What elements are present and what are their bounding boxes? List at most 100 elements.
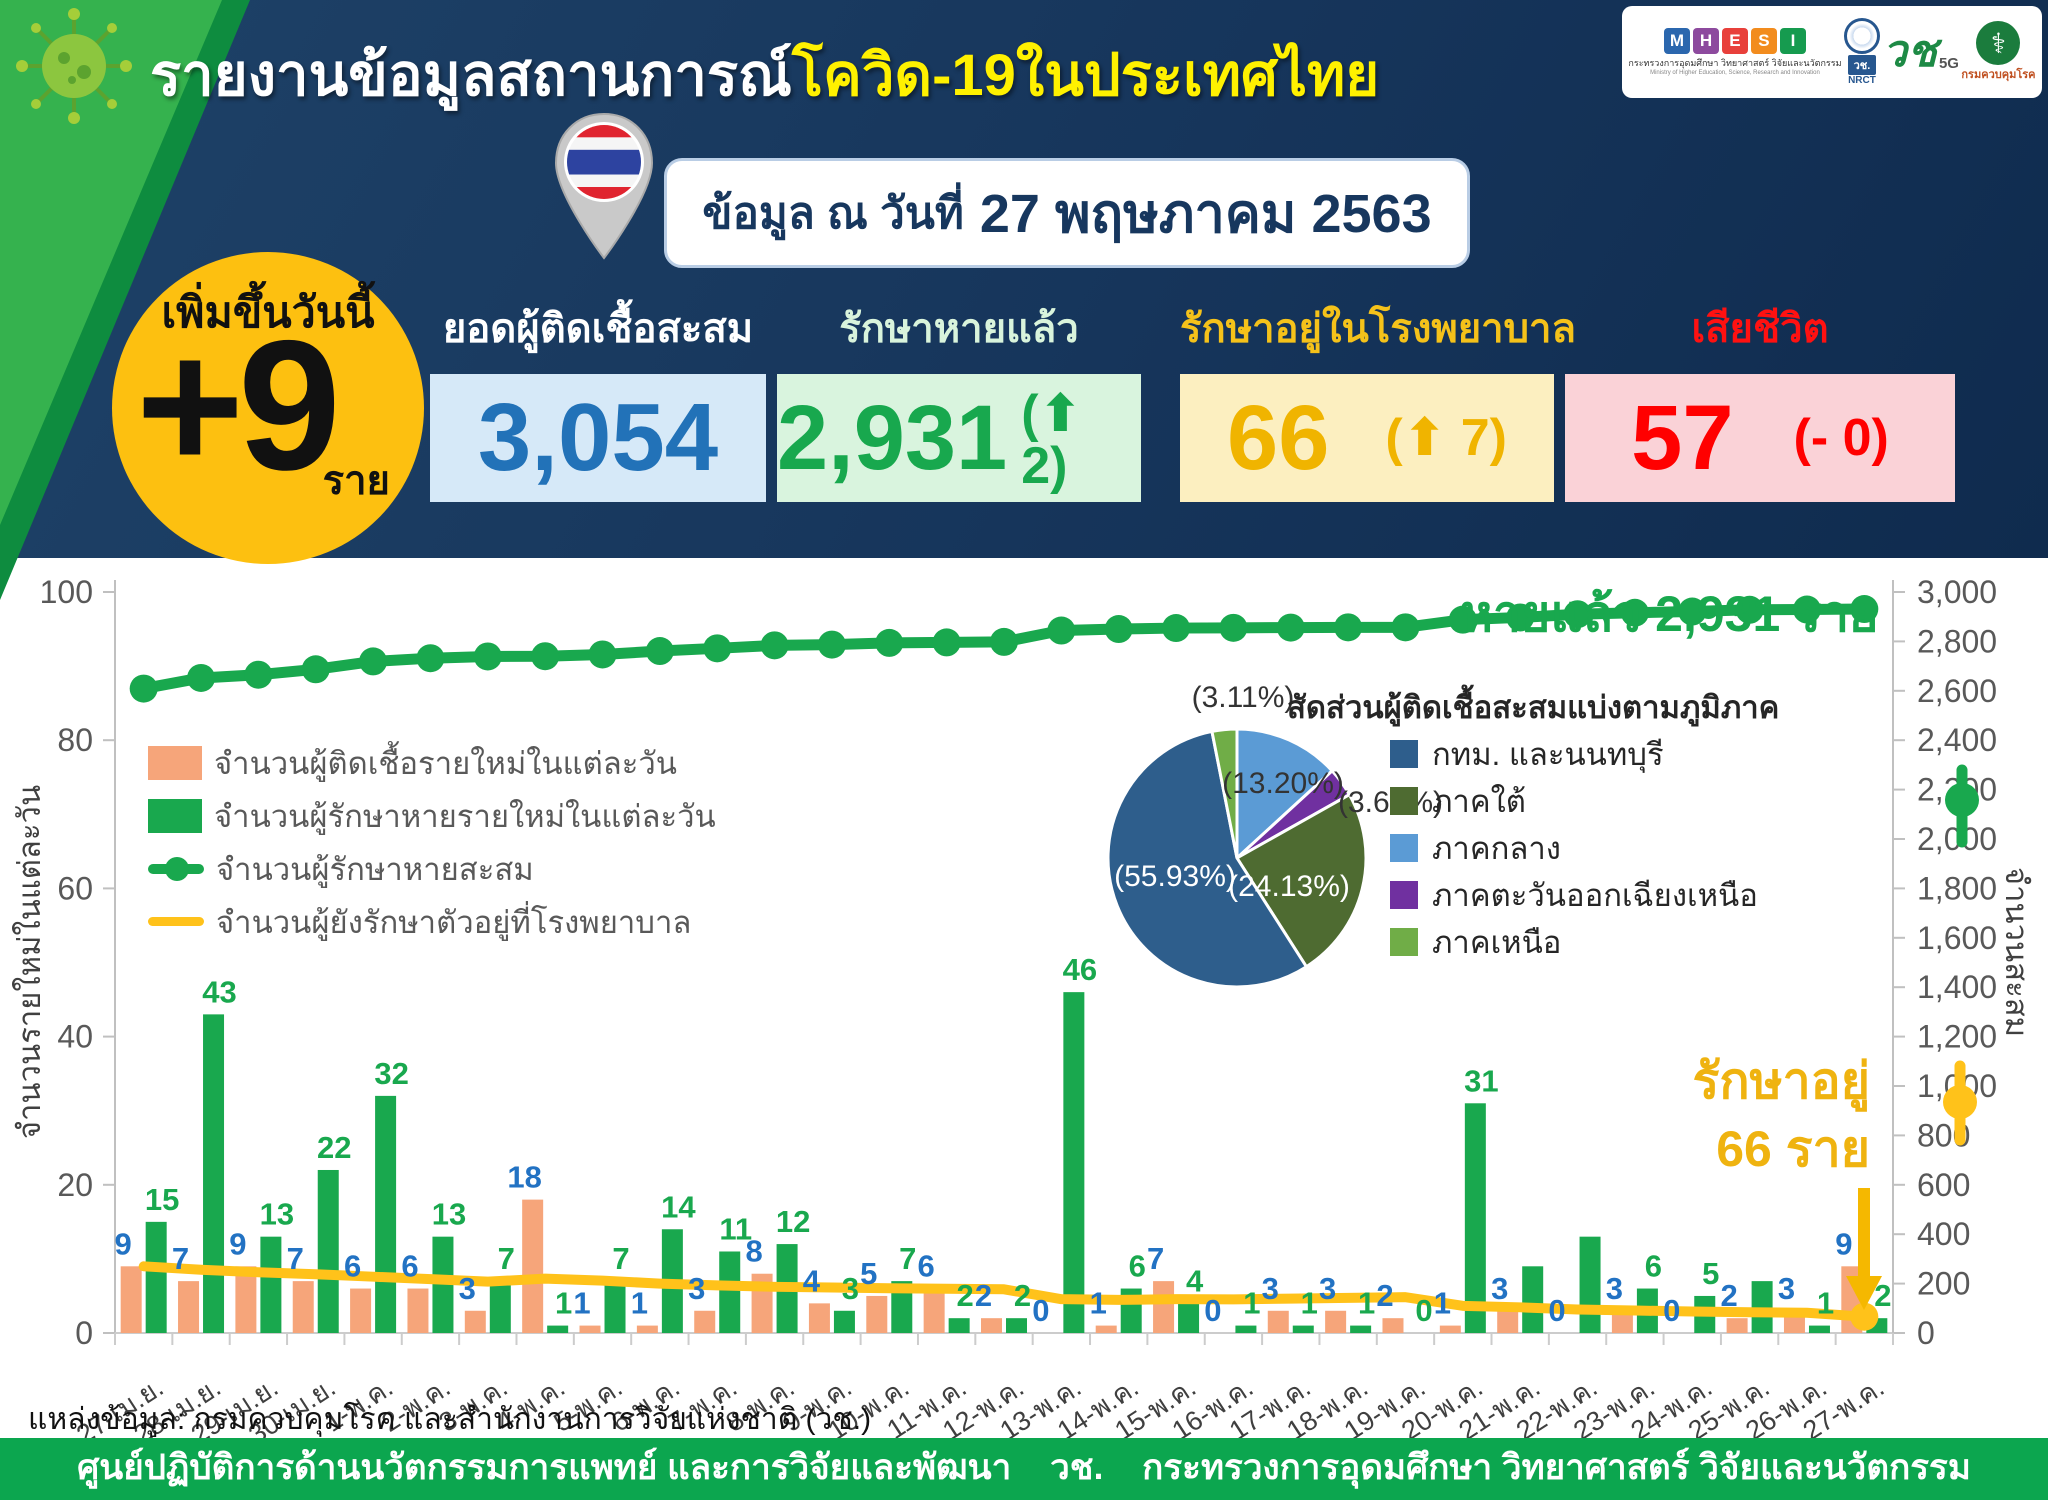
svg-text:4: 4 (1186, 1263, 1204, 1298)
svg-text:0: 0 (1032, 1293, 1049, 1328)
svg-text:7: 7 (172, 1241, 189, 1276)
daily-increase-badge: เพิ่มขึ้นวันนี้ +9 ราย (112, 252, 424, 564)
svg-text:3: 3 (459, 1271, 476, 1306)
svg-text:9: 9 (115, 1226, 132, 1261)
legend-item-new-cases: จำนวนผู้ติดเชื้อรายใหม่ในแต่ละวัน (148, 736, 716, 789)
svg-text:2,600: 2,600 (1917, 673, 1997, 709)
svg-text:3: 3 (842, 1271, 859, 1306)
svg-text:4: 4 (803, 1263, 821, 1298)
yellow-line-marker-icon (148, 917, 204, 926)
stat-card-label: ยอดผู้ติดเชื้อสะสม (442, 307, 754, 351)
svg-text:1: 1 (555, 1286, 572, 1321)
svg-text:3: 3 (1606, 1271, 1623, 1306)
svg-text:25-พ.ค.: 25-พ.ค. (1683, 1372, 1775, 1446)
svg-text:14-พ.ค.: 14-พ.ค. (1052, 1372, 1144, 1446)
svg-text:0: 0 (1663, 1293, 1680, 1328)
mhesi-tile: E (1721, 28, 1748, 54)
region-swatch-icon (1390, 739, 1418, 768)
svg-text:1: 1 (1817, 1286, 1834, 1321)
svg-text:26-พ.ค.: 26-พ.ค. (1740, 1372, 1832, 1446)
svg-text:1: 1 (1301, 1286, 1318, 1321)
footer-bar: ศูนย์ปฏิบัติการด้านนวัตกรรมการแพทย์ และก… (0, 1438, 2048, 1500)
stat-card-label: รักษาหายแล้ว (839, 307, 1079, 351)
pie-chart-title: สัดส่วนผู้ติดเชื้อสะสมแบ่งตามภูมิภาค (1287, 690, 1780, 725)
stat-card-value: 3,054 (477, 384, 719, 491)
svg-text:16-พ.ค.: 16-พ.ค. (1167, 1372, 1259, 1446)
page-title-white: รายงานข้อมูลสถานการณ์ (150, 43, 792, 108)
svg-text:7: 7 (612, 1241, 629, 1276)
svg-text:13: 13 (260, 1197, 294, 1232)
svg-text:จำนวนรายใหม่ในแต่ละวัน: จำนวนรายใหม่ในแต่ละวัน (12, 785, 47, 1139)
ddc-logo: ⚕ กรมควบคุมโรค (1961, 21, 2036, 83)
daily-increase-title: เพิ่มขึ้นวันนี้ (161, 289, 375, 337)
svg-text:5: 5 (860, 1256, 877, 1291)
svg-text:1: 1 (1090, 1286, 1107, 1321)
svg-text:2: 2 (1014, 1278, 1031, 1313)
svg-text:20: 20 (57, 1167, 93, 1203)
date-value: 27 พฤษภาคม 2563 (979, 184, 1432, 244)
region-swatch-icon (1390, 786, 1418, 815)
green-swatch-icon (148, 798, 202, 833)
svg-text:1: 1 (1434, 1286, 1451, 1321)
svg-text:1: 1 (1243, 1286, 1260, 1321)
nrct-emblem-icon (1843, 18, 1880, 54)
stat-card-value: 57 (1631, 387, 1734, 489)
svg-text:6: 6 (344, 1249, 361, 1284)
thailand-flag-pin-icon (554, 112, 654, 260)
svg-text:8: 8 (745, 1234, 762, 1269)
svg-text:1: 1 (631, 1286, 648, 1321)
mhesi-tile: I (1779, 28, 1806, 54)
data-source-line: แหล่งข้อมูล: กรมควบคุมโรค และสำนักงานการ… (28, 1403, 872, 1436)
svg-text:0: 0 (1917, 1315, 1935, 1351)
chart-legend: จำนวนผู้ติดเชื้อรายใหม่ในแต่ละวัน จำนวนผ… (148, 736, 716, 948)
pie-legend-item: ภาคตะวันออกเฉียงเหนือ (1390, 871, 1758, 918)
svg-text:0: 0 (1548, 1293, 1565, 1328)
svg-text:3: 3 (1262, 1271, 1279, 1306)
mhesi-english-name: Ministry of Higher Education, Science, R… (1650, 70, 1820, 76)
stat-card-delta: (- 0) (1793, 409, 1889, 467)
svg-text:43: 43 (202, 974, 236, 1009)
svg-text:1,600: 1,600 (1917, 920, 1997, 956)
svg-text:13-พ.ค.: 13-พ.ค. (995, 1372, 1087, 1446)
svg-text:6: 6 (401, 1249, 418, 1284)
svg-text:1,800: 1,800 (1917, 870, 1997, 906)
svg-text:6: 6 (1645, 1249, 1662, 1284)
hospitalized-annotation-line2: 66 ราย (1716, 1120, 1870, 1177)
pie-legend-label: ภาคเหนือ (1432, 924, 1562, 960)
date-label: ข้อมูล ณ วันที่ (702, 189, 964, 238)
legend-label: จำนวนผู้ติดเชื้อรายใหม่ในแต่ละวัน (214, 745, 677, 781)
pie-legend-item: ภาคกลาง (1390, 824, 1758, 871)
svg-text:(13.20%): (13.20%) (1222, 767, 1344, 800)
svg-text:7: 7 (1147, 1241, 1164, 1276)
svg-text:6: 6 (918, 1249, 935, 1284)
svg-text:3,000: 3,000 (1917, 574, 1997, 610)
svg-text:จำนวนสะสม: จำนวนสะสม (1999, 867, 2034, 1037)
legend-item-hospitalized: จำนวนผู้ยังรักษาตัวอยู่ที่โรงพยาบาล (148, 895, 716, 948)
recovered-annotation: หายแล้ว 2,931 ราย (1460, 586, 1879, 642)
stat-card-label: เสียชีวิต (1691, 307, 1829, 351)
svg-text:9: 9 (1835, 1226, 1852, 1261)
stat-card-value: 2,931 (777, 387, 1008, 489)
svg-text:0: 0 (1204, 1293, 1221, 1328)
svg-text:2: 2 (957, 1278, 974, 1313)
pie-legend-label: ภาคใต้ (1432, 783, 1526, 819)
svg-text:40: 40 (57, 1019, 93, 1055)
svg-text:600: 600 (1917, 1167, 1970, 1203)
mhesi-thai-name: กระทรวงการอุดมศึกษา วิทยาศาสตร์ วิจัยและ… (1628, 58, 1842, 68)
svg-text:13: 13 (432, 1197, 466, 1232)
svg-text:80: 80 (57, 722, 93, 758)
stat-card-delta: (⬆ 2) (1021, 385, 1083, 495)
svg-text:400: 400 (1917, 1216, 1970, 1252)
region-swatch-icon (1390, 880, 1418, 909)
mhesi-logo: M H E S I กระทรวงการอุดมศึกษา วิทยาศาสตร… (1628, 28, 1842, 76)
pie-legend: กทม. และนนทบุรี ภาคใต้ ภาคกลาง ภาคตะวันอ… (1390, 730, 1758, 965)
svg-text:11-พ.ค.: 11-พ.ค. (882, 1372, 972, 1445)
stat-card-total-cases: ยอดผู้ติดเชื้อสะสม 3,054 (430, 296, 766, 502)
data-date-box: ข้อมูล ณ วันที่ 27 พฤษภาคม 2563 (664, 158, 1470, 268)
svg-text:0: 0 (75, 1315, 93, 1351)
header-banner: รายงานข้อมูลสถานการณ์โควิด-19ในประเทศไทย… (0, 0, 2048, 600)
svg-text:18-พ.ค.: 18-พ.ค. (1281, 1372, 1373, 1446)
svg-text:3: 3 (1491, 1271, 1508, 1306)
caduceus-glyph: ⚕ (1990, 27, 2007, 59)
legend-label: จำนวนผู้ยังรักษาตัวอยู่ที่โรงพยาบาล (216, 904, 692, 940)
